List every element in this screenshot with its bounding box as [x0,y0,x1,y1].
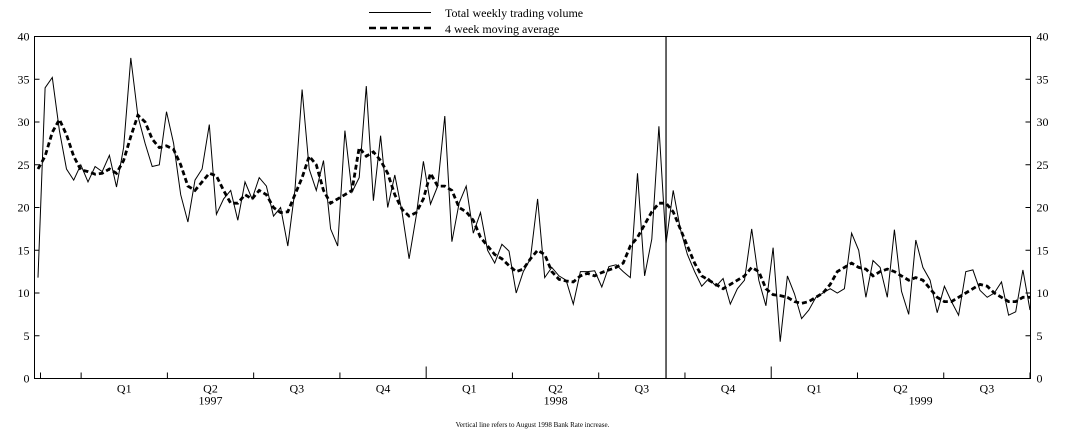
x-quarter-label: Q4 [376,382,391,396]
left-y-tick-label: 40 [18,30,30,44]
left-y-tick-label: 0 [24,372,30,386]
legend-entry-total-volume: Total weekly trading volume [445,6,583,20]
right-y-tick-label: 25 [1037,158,1049,172]
x-quarter-label: Q1 [462,382,477,396]
right-y-tick-label: 35 [1037,72,1049,86]
x-quarter-label: Q3 [980,382,995,396]
left-y-tick-label: 25 [18,158,30,172]
right-y-tick-label: 0 [1037,372,1043,386]
right-y-tick-label: 10 [1037,286,1049,300]
legend-entry-moving-average: 4 week moving average [445,22,559,36]
left-y-tick-label: 20 [18,201,30,215]
x-axis [40,366,1031,379]
x-year-label: 1999 [909,394,933,408]
right-y-tick-label: 15 [1037,243,1049,257]
right-y-axis: 0 5 10 15 20 25 30 35 40 [1025,30,1049,386]
legend: Total weekly trading volume 4 week movin… [369,6,583,36]
x-year-label: 1998 [544,394,568,408]
x-quarter-label: Q2 [203,382,218,396]
left-y-tick-label: 10 [18,286,30,300]
left-y-tick-label: 30 [18,115,30,129]
x-axis-year-labels: 1997 1998 1999 [199,394,933,408]
right-y-tick-label: 20 [1037,201,1049,215]
x-quarter-label: Q2 [893,382,908,396]
series-total-weekly-trading-volume [37,57,1031,342]
x-quarter-label: Q2 [548,382,563,396]
series-4-week-moving-average [36,112,1030,305]
right-y-tick-label: 5 [1037,329,1043,343]
x-quarter-label: Q4 [721,382,736,396]
left-y-axis: 0 5 10 15 20 25 30 35 40 [18,30,40,386]
footnote: Vertical line refers to August 1998 Bank… [455,421,610,429]
x-quarter-label: Q3 [289,382,304,396]
x-quarter-label: Q1 [117,382,132,396]
x-year-label: 1997 [199,394,223,408]
x-quarter-label: Q1 [807,382,822,396]
x-quarter-label: Q3 [634,382,649,396]
left-y-tick-label: 35 [18,72,30,86]
left-y-tick-label: 15 [18,243,30,257]
x-axis-quarter-labels: Q1 Q2 Q3 Q4 Q1 Q2 Q3 Q4 Q1 Q2 Q3 [117,382,994,396]
right-y-tick-label: 40 [1037,30,1049,44]
right-y-tick-label: 30 [1037,115,1049,129]
left-y-tick-label: 5 [24,329,30,343]
